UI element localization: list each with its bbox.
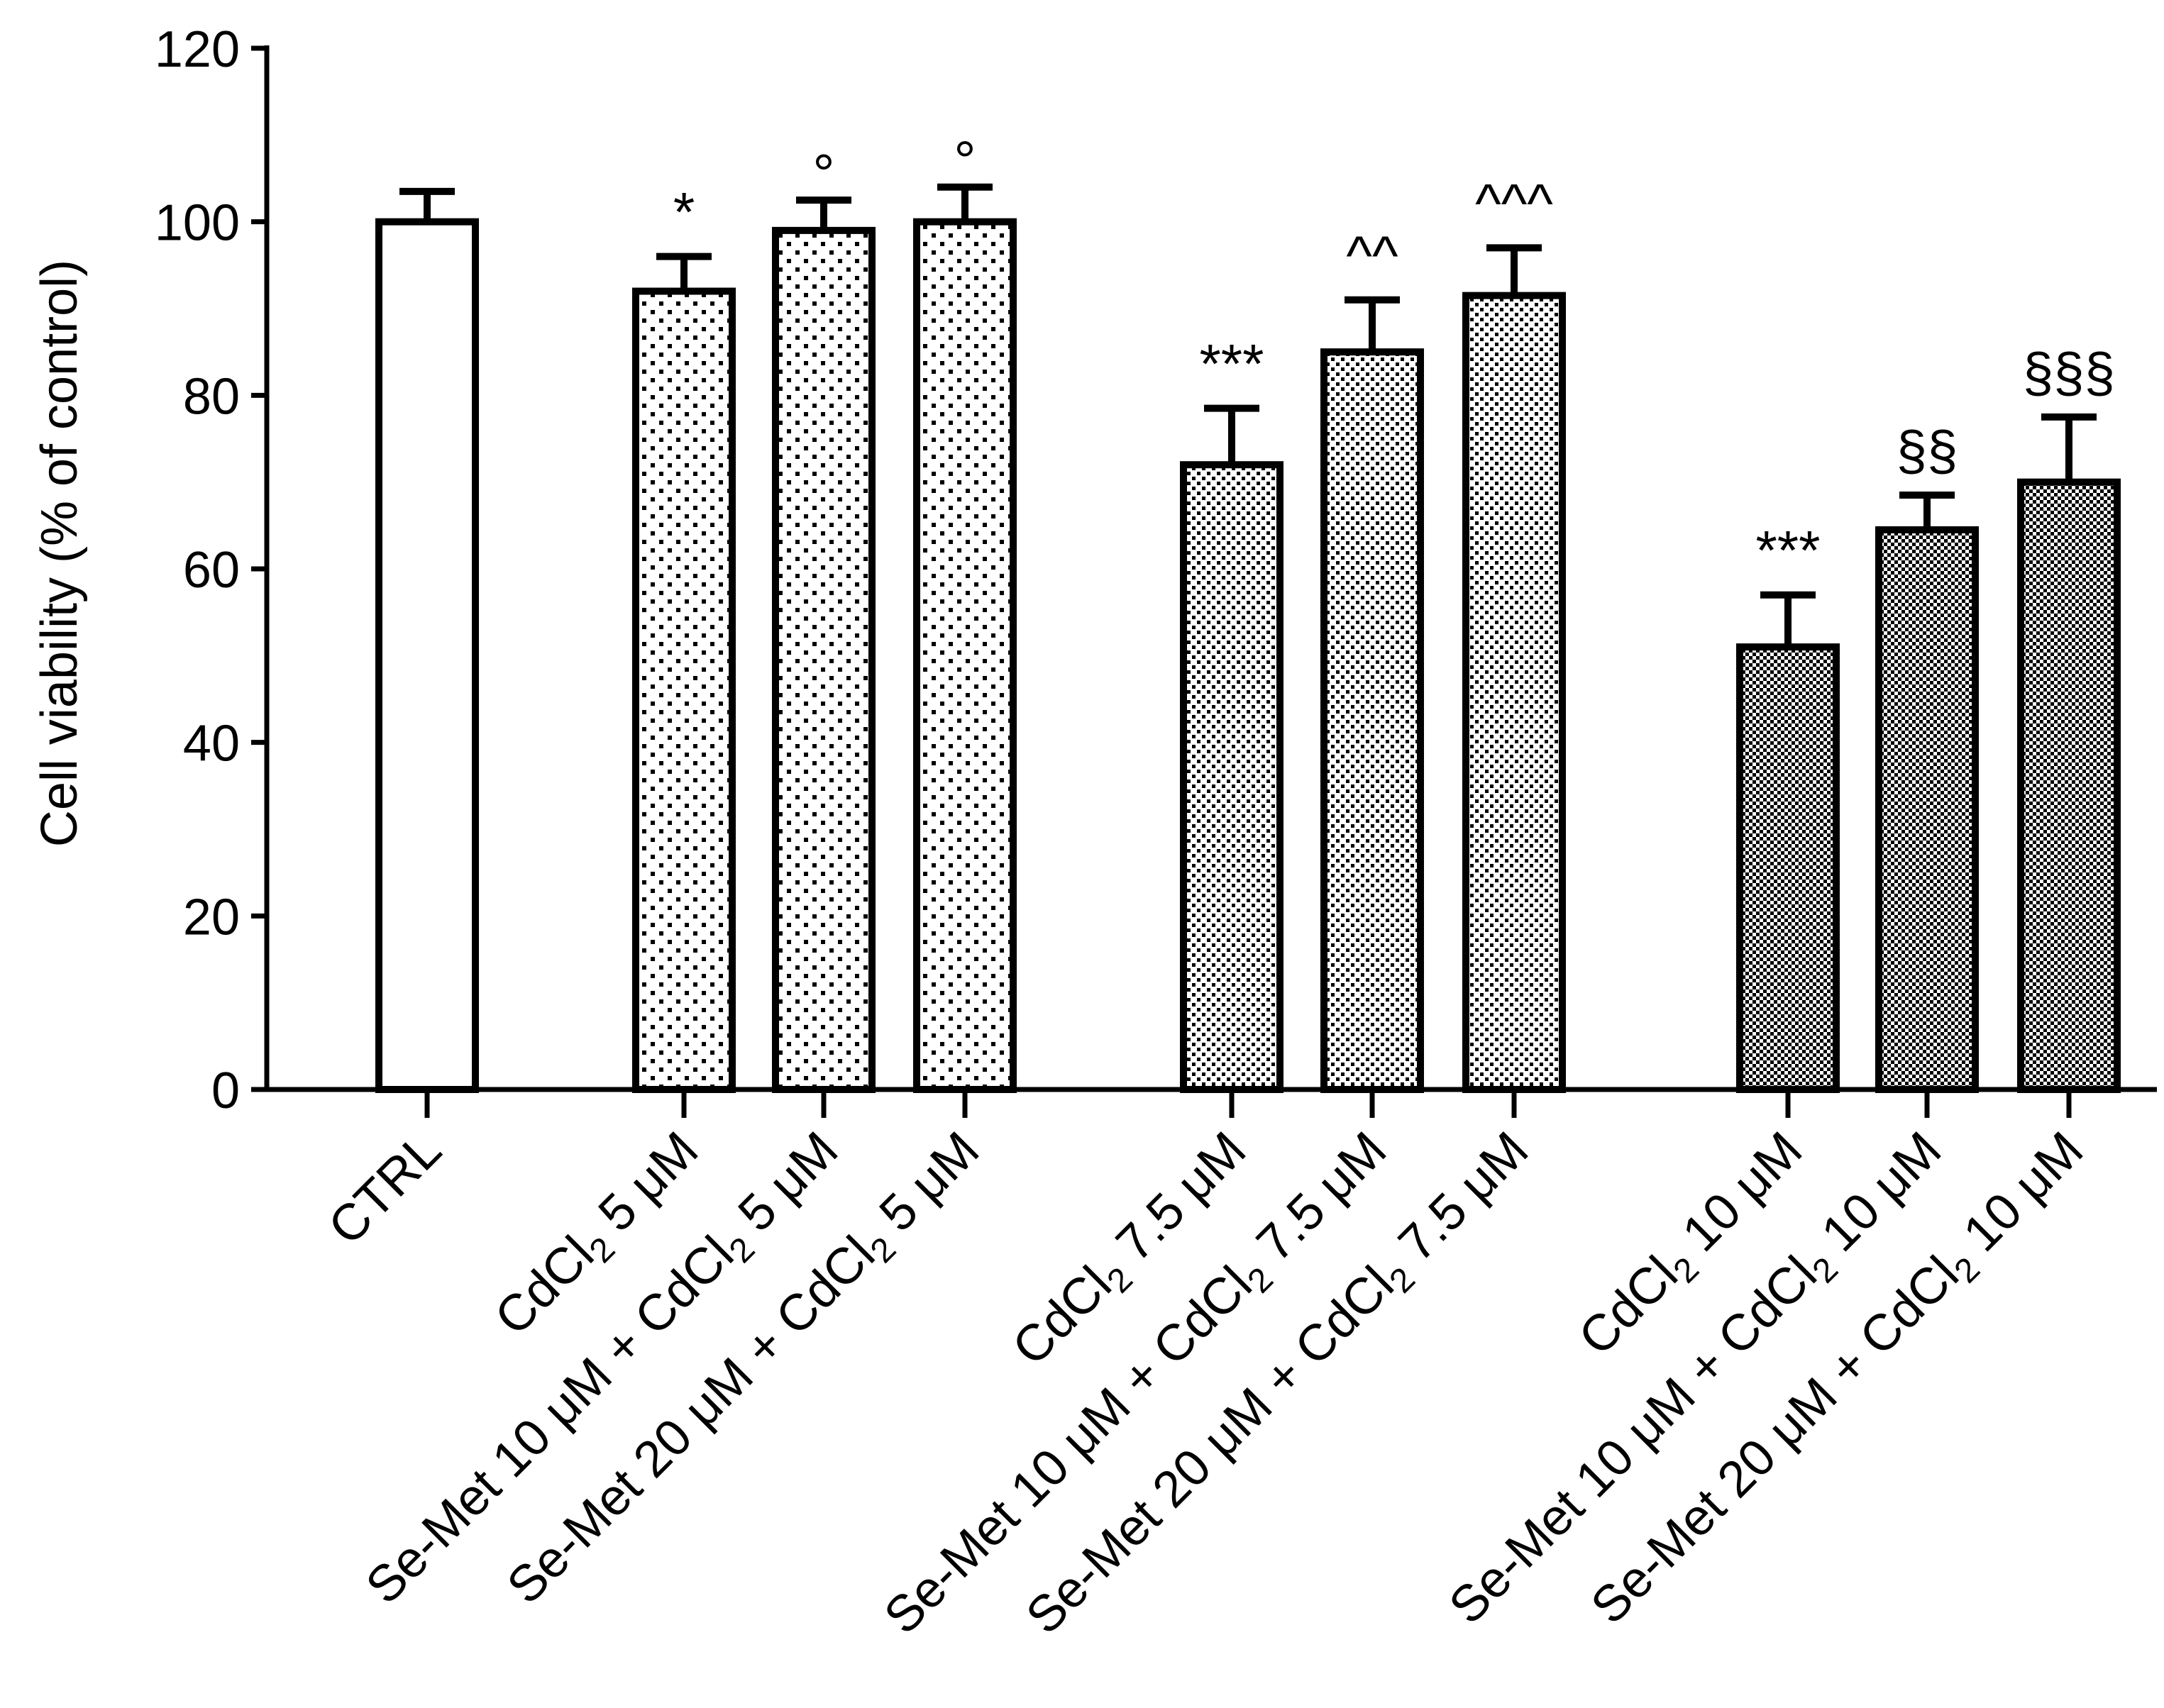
bar-group: ^^^: [1462, 172, 1566, 1093]
bar-group: ***: [1736, 519, 1840, 1093]
significance-label: °: [812, 143, 834, 205]
bar-group: °: [913, 130, 1017, 1094]
y-tick-label: 40: [183, 716, 240, 772]
y-tick-label: 100: [155, 195, 240, 252]
bar-group: §§§: [2017, 341, 2121, 1093]
y-tick-label: 20: [183, 889, 240, 946]
y-tick-label: 60: [183, 542, 240, 599]
significance-label: ***: [1755, 519, 1820, 582]
significance-label: °: [954, 130, 976, 192]
bar: [632, 287, 736, 1093]
bar: [1180, 461, 1284, 1093]
bar: [1736, 643, 1840, 1093]
x-tick-label: CTRL: [318, 1121, 453, 1256]
bar: [1320, 348, 1424, 1094]
bar: [1462, 292, 1566, 1093]
y-tick-label: 0: [211, 1063, 240, 1119]
significance-label: ***: [1199, 333, 1264, 395]
significance-label: ^^: [1346, 224, 1398, 287]
bar: [772, 226, 876, 1093]
bar: [375, 218, 479, 1094]
bar-group: *: [632, 181, 736, 1093]
bars: *° °***^^^^^***§§§§§: [375, 130, 2121, 1094]
x-tick-label: CdCl2 7.5 μM: [1002, 1121, 1262, 1381]
bar-group: ^^: [1320, 224, 1424, 1094]
y-axis-label: Cell viability (% of control): [31, 260, 88, 847]
significance-label: §§: [1897, 419, 1958, 482]
significance-label: *: [673, 181, 695, 243]
bar: [2017, 478, 2121, 1093]
significance-label: §§§: [2023, 341, 2115, 404]
y-tick-label: 80: [183, 368, 240, 425]
x-axis: [267, 1087, 2157, 1118]
bar: [913, 218, 1017, 1094]
y-tick-label: 120: [155, 21, 240, 78]
significance-label: ^^^: [1475, 172, 1553, 234]
bar-group: §§: [1875, 419, 1979, 1093]
bar-group: °: [772, 143, 876, 1093]
y-axis: 0 20 40 60 80 100 120: [155, 21, 270, 1119]
bar-group: [375, 187, 479, 1094]
bar-group: ***: [1180, 333, 1284, 1093]
bar: [1875, 526, 1979, 1093]
